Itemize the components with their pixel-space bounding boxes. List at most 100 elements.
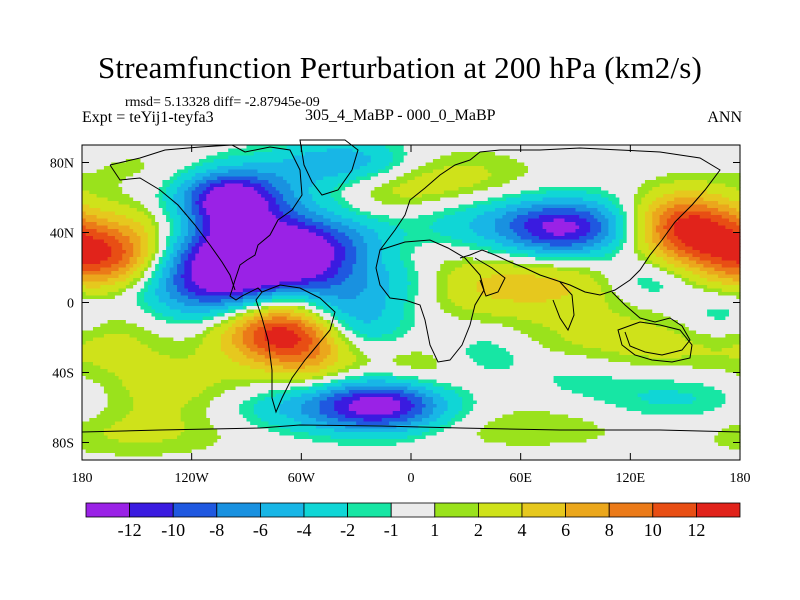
contour-cell: [323, 323, 332, 328]
contour-cell: [100, 285, 127, 290]
contour-cell: [601, 187, 639, 192]
contour-cell: [85, 218, 109, 223]
contour-cell: [520, 236, 540, 241]
contour-cell: [480, 320, 533, 325]
contour-cell: [224, 330, 237, 335]
contour-cell: [400, 414, 416, 419]
contour-cell: [473, 358, 514, 363]
contour-cell: [348, 348, 361, 353]
contour-cell: [264, 369, 321, 374]
contour-cell: [557, 278, 595, 283]
contour-cell: [506, 442, 551, 447]
contour-cell: [736, 208, 741, 213]
colorbar-swatch: [172, 502, 218, 518]
contour-cell: [158, 236, 167, 241]
contour-cell: [250, 180, 270, 185]
contour-cell: [195, 180, 207, 185]
contour-cell: [633, 243, 639, 248]
contour-cell: [334, 257, 346, 262]
contour-cell: [612, 211, 620, 216]
contour-cell: [703, 288, 723, 293]
contour-cell: [363, 236, 379, 241]
contour-cell: [162, 211, 171, 216]
contour-cell: [454, 421, 489, 426]
contour-cell: [184, 404, 211, 409]
contour-cell: [82, 365, 101, 370]
contour-cell: [549, 243, 573, 248]
contour-cell: [191, 236, 200, 241]
contour-cell: [389, 148, 405, 153]
contour-cell: [348, 274, 368, 279]
contour-cell: [688, 257, 701, 262]
contour-cell: [440, 264, 463, 269]
contour-cell: [191, 260, 332, 265]
contour-cell: [82, 432, 105, 437]
contour-cell: [144, 166, 185, 171]
contour-cell: [363, 351, 412, 356]
contour-cell: [692, 365, 741, 370]
contour-cell: [107, 243, 123, 248]
contour-cell: [407, 271, 419, 276]
contour-cell: [319, 204, 343, 209]
contour-cell: [279, 411, 302, 416]
contour-cell: [82, 176, 127, 181]
contour-cell: [323, 383, 343, 388]
contour-cell: [209, 173, 277, 178]
contour-cell: [729, 211, 741, 216]
contour-cell: [524, 225, 544, 230]
contour-cell: [677, 253, 694, 258]
contour-cell: [436, 299, 452, 304]
contour-cell: [655, 176, 741, 181]
contour-cell: [85, 232, 109, 237]
contour-cell: [261, 306, 270, 311]
contour-cell: [615, 232, 624, 237]
contour-cell: [140, 239, 149, 244]
colorbar-swatch: [129, 502, 174, 518]
contour-cell: [674, 222, 719, 227]
contour-cell: [198, 285, 262, 290]
contour-cell: [337, 239, 354, 244]
contour-cell: [414, 260, 445, 265]
contour-cell: [604, 295, 620, 300]
contour-cell: [82, 208, 101, 213]
case-label: 305_4_MaBP - 000_0_MaBP: [305, 107, 496, 124]
contour-cell: [220, 323, 233, 328]
contour-cell: [337, 355, 357, 360]
contour-cell: [480, 180, 511, 185]
contour-cell: [608, 218, 617, 223]
contour-cell: [356, 176, 372, 181]
contour-cell: [443, 215, 478, 220]
contour-cell: [82, 358, 233, 363]
contour-cell: [352, 400, 401, 405]
contour-cell: [107, 397, 134, 402]
contour-cell: [136, 208, 149, 213]
contour-cell: [118, 229, 134, 234]
contour-cell: [590, 250, 613, 255]
contour-cell: [82, 313, 153, 318]
contour-cell: [652, 260, 668, 265]
contour-cell: [169, 257, 174, 262]
contour-cell: [367, 173, 379, 178]
contour-cell: [608, 222, 617, 227]
contour-cell: [615, 229, 624, 234]
contour-cell: [323, 316, 335, 321]
contour-cell: [447, 407, 463, 412]
contour-cell: [162, 180, 174, 185]
contour-cell: [82, 222, 98, 227]
contour-cell: [188, 232, 196, 237]
contour-cell: [297, 197, 313, 202]
contour-cell: [721, 215, 737, 220]
contour-cell: [674, 197, 705, 202]
contour-cell: [370, 358, 394, 363]
contour-cell: [623, 243, 635, 248]
contour-cell: [476, 400, 606, 405]
contour-cell: [443, 397, 463, 402]
contour-cell: [319, 292, 361, 297]
contour-cell: [334, 253, 346, 258]
contour-cell: [608, 225, 617, 230]
contour-cell: [191, 267, 328, 272]
contour-cell: [308, 187, 335, 192]
contour-cell: [158, 278, 167, 283]
y-tick-label: 40S: [52, 367, 74, 382]
contour-cell: [191, 239, 200, 244]
